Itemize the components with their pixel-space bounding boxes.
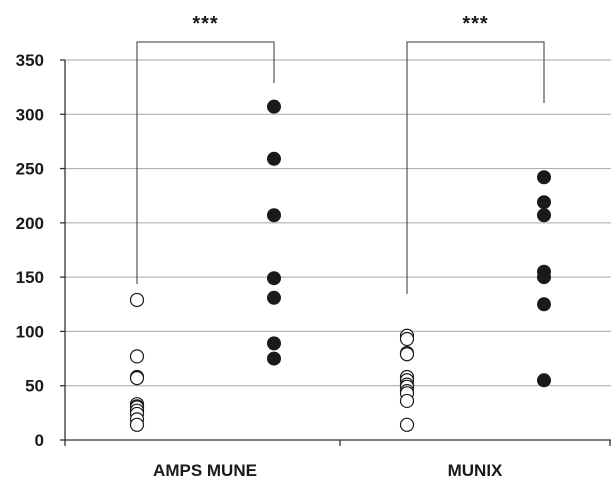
y-tick-labels: 0 50 100 150 200 250 300 350 [16,51,44,450]
category-label: MUNIX [448,461,503,480]
open-marker-point [399,347,415,362]
filled-marker-point [537,170,551,185]
y-tick-label: 350 [16,51,44,70]
filled-marker-point [537,195,551,210]
open-marker-point [129,292,145,308]
data-points [129,99,551,432]
open-marker-point [129,417,145,432]
y-tick-label: 0 [35,431,44,450]
filled-marker-point [537,373,551,388]
y-tick-label: 250 [16,160,44,179]
filled-marker-point [267,271,281,286]
open-marker-point [129,349,145,364]
open-marker-point [399,393,415,409]
filled-marker-point [267,151,281,166]
filled-marker-point [267,290,281,305]
category-labels: AMPS MUNE MUNIX [153,461,503,480]
gridlines [65,59,611,387]
filled-marker-point [267,99,281,114]
open-marker-point [399,417,415,432]
filled-marker-point [537,297,551,312]
open-marker-point [129,371,145,386]
y-tick-label: 300 [16,105,44,124]
filled-marker-point [267,336,281,351]
filled-marker-point [537,208,551,223]
filled-marker-point [267,208,281,223]
y-tick-label: 50 [25,377,44,396]
filled-marker-point [267,351,281,366]
significance-label: *** [192,13,218,35]
significance-label: *** [462,13,488,35]
y-tick-label: 200 [16,214,44,233]
category-label: AMPS MUNE [153,461,257,480]
y-tick-label: 150 [16,268,44,287]
filled-marker-point [537,270,551,285]
open-marker-point [399,331,415,347]
y-tick-label: 100 [16,322,44,341]
significance-bracket [406,41,545,294]
axes [60,59,611,446]
significance-brackets: *** *** [136,13,545,294]
significance-bracket [136,41,275,284]
